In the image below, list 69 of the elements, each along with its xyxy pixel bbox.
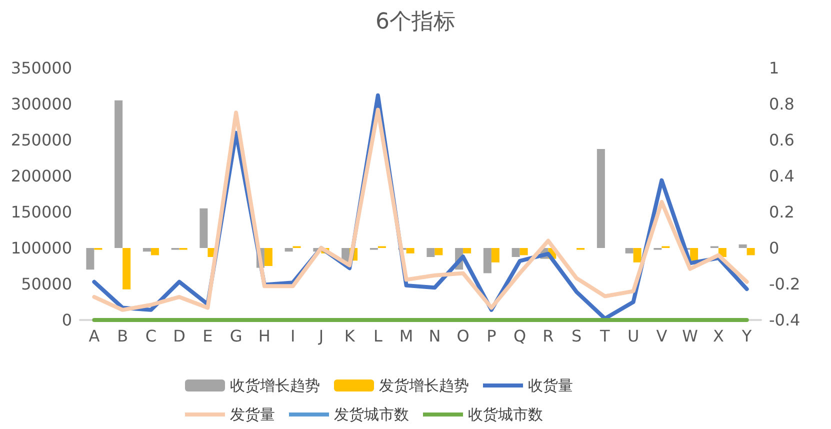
y-tick-label: 200000 bbox=[10, 166, 72, 186]
x-tick-label: C bbox=[145, 326, 157, 346]
bar bbox=[150, 248, 159, 256]
x-tick-label: U bbox=[627, 326, 640, 346]
x-tick-label: P bbox=[486, 326, 497, 346]
y2-tick-label: -0.2 bbox=[769, 274, 800, 294]
x-tick-label: W bbox=[682, 326, 698, 346]
y2-tick-label: 1 bbox=[769, 58, 780, 78]
x-tick-label: E bbox=[202, 326, 213, 346]
bar bbox=[284, 248, 293, 252]
legend-label: 收货量 bbox=[528, 376, 573, 394]
y-tick-label: 100000 bbox=[10, 238, 72, 258]
y2-tick-label: 0.8 bbox=[769, 94, 794, 114]
y2-tick-label: 0.4 bbox=[769, 166, 794, 186]
x-tick-label: R bbox=[542, 326, 554, 346]
bar bbox=[114, 100, 123, 248]
bar bbox=[406, 248, 414, 254]
chart-title: 6个指标 bbox=[376, 10, 456, 34]
bar bbox=[426, 248, 435, 257]
legend-label: 发货城市数 bbox=[334, 406, 409, 424]
y-tick-label: 300000 bbox=[10, 94, 72, 114]
legend-label: 发货增长趋势 bbox=[379, 376, 469, 394]
x-tick-label: O bbox=[456, 326, 470, 346]
bar bbox=[122, 248, 131, 290]
bar bbox=[746, 248, 755, 256]
bar bbox=[463, 248, 472, 254]
bar bbox=[264, 248, 272, 266]
x-tick-label: D bbox=[173, 326, 186, 346]
bar bbox=[520, 248, 528, 256]
x-tick-label: Y bbox=[740, 326, 752, 346]
x-tick-label: S bbox=[571, 326, 582, 346]
y-tick-label: 0 bbox=[62, 310, 72, 330]
x-tick-label: A bbox=[88, 326, 100, 346]
y2-tick-label: 0.6 bbox=[769, 130, 794, 150]
y2-tick-label: 0.2 bbox=[769, 202, 794, 222]
x-tick-label: T bbox=[599, 326, 610, 346]
x-tick-label: K bbox=[344, 326, 356, 346]
y-tick-label: 50000 bbox=[21, 274, 72, 294]
bar bbox=[142, 248, 151, 252]
x-tick-label: I bbox=[290, 326, 296, 346]
x-tick-label: B bbox=[117, 326, 128, 346]
bar bbox=[86, 248, 94, 270]
x-tick-label: H bbox=[258, 326, 270, 346]
legend-label: 收货城市数 bbox=[468, 406, 543, 424]
y2-tick-label: -0.4 bbox=[769, 310, 800, 330]
bar bbox=[596, 149, 605, 248]
x-tick-label: N bbox=[428, 326, 441, 346]
bar bbox=[690, 248, 698, 261]
x-tick-label: L bbox=[373, 326, 382, 346]
x-tick-label: J bbox=[318, 326, 324, 346]
y-tick-label: 350000 bbox=[10, 58, 72, 78]
legend-label: 发货量 bbox=[230, 406, 275, 424]
y-tick-label: 250000 bbox=[10, 130, 72, 150]
x-tick-label: M bbox=[399, 326, 414, 346]
x-tick-label: G bbox=[230, 326, 242, 346]
legend-label: 收货增长趋势 bbox=[230, 376, 320, 394]
bar bbox=[491, 248, 500, 262]
bar bbox=[738, 244, 747, 248]
y-tick-label: 150000 bbox=[10, 202, 72, 222]
y2-tick-label: 0 bbox=[769, 238, 780, 258]
bar bbox=[633, 248, 642, 262]
x-tick-label: Q bbox=[514, 326, 526, 346]
x-tick-label: V bbox=[656, 326, 668, 346]
x-tick-label: X bbox=[712, 326, 724, 346]
bar bbox=[625, 248, 634, 254]
bar bbox=[512, 248, 520, 257]
bar bbox=[434, 248, 443, 256]
bar bbox=[200, 208, 208, 248]
bar bbox=[483, 248, 492, 274]
